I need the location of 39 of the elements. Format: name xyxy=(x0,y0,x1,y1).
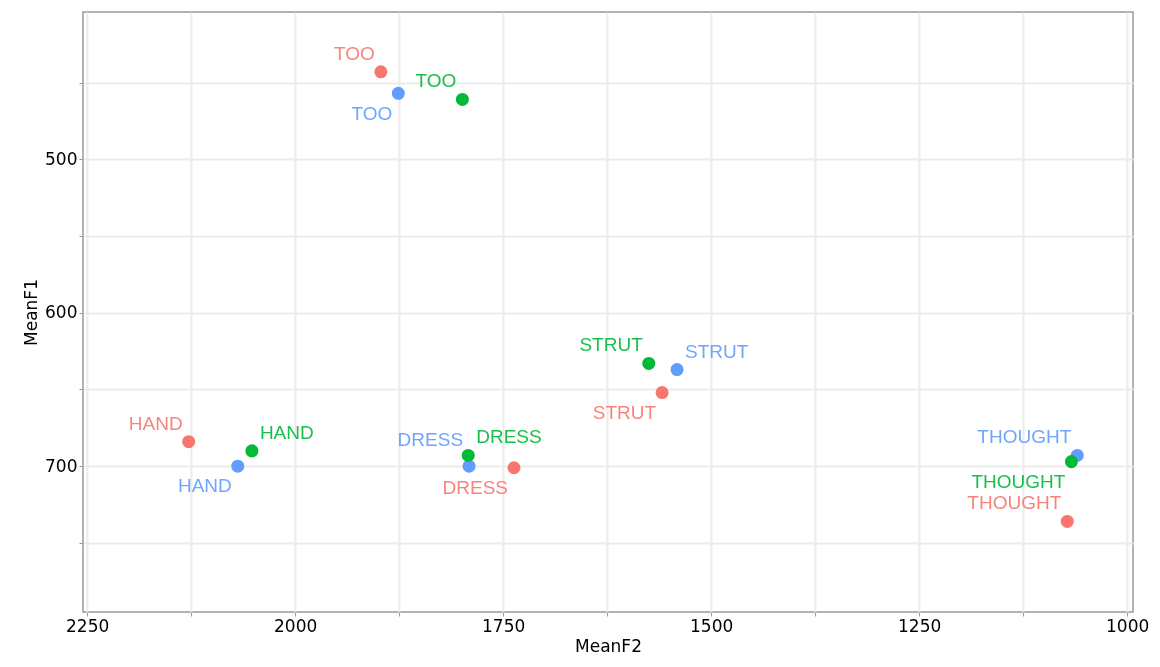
point xyxy=(1064,455,1078,469)
point xyxy=(182,435,196,449)
y-tick-label: 500 xyxy=(45,148,78,169)
data-label: DRESS xyxy=(397,429,464,451)
data-label: DRESS xyxy=(442,477,508,498)
x-tick-label: 1250 xyxy=(898,615,942,636)
data-label: STRUT xyxy=(685,340,749,362)
data-label: HAND xyxy=(259,421,314,443)
point xyxy=(642,356,656,370)
x-tick-label: 1500 xyxy=(690,615,734,636)
data-label: TOO xyxy=(415,70,457,92)
data-label: THOUGHT xyxy=(967,492,1062,514)
data-label: THOUGHT xyxy=(977,426,1072,448)
x-tick-label: 2000 xyxy=(274,615,318,636)
data-label: THOUGHT xyxy=(971,470,1066,492)
point xyxy=(231,459,245,473)
data-label: HAND xyxy=(177,475,232,497)
point xyxy=(655,386,669,400)
point xyxy=(391,86,405,100)
point xyxy=(670,363,684,377)
data-label: TOO xyxy=(334,42,375,64)
x-tick-label: 2250 xyxy=(66,615,110,636)
point xyxy=(455,92,469,106)
y-tick-label: 700 xyxy=(45,455,78,476)
point xyxy=(374,65,388,79)
data-label: HAND xyxy=(128,412,183,434)
x-axis-title: MeanF2 xyxy=(575,635,642,656)
y-axis-title: MeanF1 xyxy=(21,279,42,346)
point xyxy=(507,461,521,475)
point xyxy=(1060,514,1074,528)
y-tick-label: 600 xyxy=(45,302,78,323)
data-label: STRUT xyxy=(592,401,657,423)
point xyxy=(461,448,475,462)
data-label: TOO xyxy=(351,102,393,124)
x-tick-label: 1000 xyxy=(1106,615,1150,636)
data-label: DRESS xyxy=(476,426,542,448)
data-label: STRUT xyxy=(579,334,644,356)
point xyxy=(245,444,259,458)
x-tick-label: 1750 xyxy=(482,615,526,636)
